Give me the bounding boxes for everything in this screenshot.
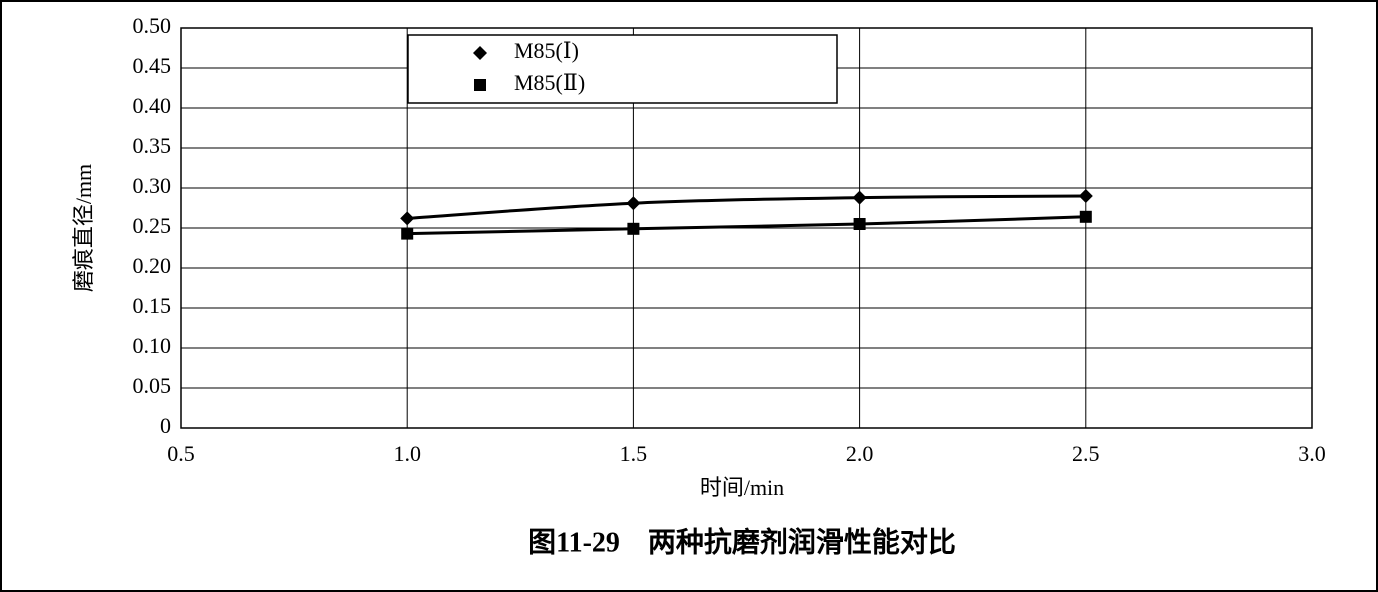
y-tick-label: 0.40 (133, 93, 172, 118)
legend-marker (474, 79, 486, 91)
x-tick-label: 3.0 (1298, 441, 1326, 466)
y-tick-label: 0.35 (133, 133, 172, 158)
y-tick-label: 0.25 (133, 213, 172, 238)
y-tick-label: 0.30 (133, 173, 172, 198)
y-tick-label: 0.15 (133, 293, 172, 318)
data-point (627, 222, 640, 235)
data-point (400, 211, 415, 226)
x-axis-label: 时间/min (700, 475, 784, 500)
legend-box (407, 34, 838, 104)
y-axis-label: 磨痕直径/mm (71, 164, 96, 292)
series-line (407, 215, 1086, 236)
legend-label: M85(Ⅰ) (514, 38, 579, 63)
x-tick-label: 2.0 (846, 441, 874, 466)
x-tick-label: 0.5 (167, 441, 195, 466)
y-tick-label: 0.10 (133, 333, 172, 358)
y-tick-label: 0 (160, 413, 171, 438)
legend-label: M85(Ⅱ) (514, 70, 585, 95)
data-point (853, 218, 866, 230)
series-line (407, 194, 1086, 220)
data-point (401, 227, 414, 240)
data-point (626, 196, 641, 211)
x-tick-label: 2.5 (1072, 441, 1100, 466)
x-tick-label: 1.0 (393, 441, 421, 466)
data-point (1079, 210, 1092, 223)
data-point (852, 190, 867, 205)
y-tick-label: 0.50 (133, 13, 172, 38)
legend-marker (473, 46, 487, 60)
y-tick-label: 0.05 (133, 373, 172, 398)
data-point (1078, 189, 1093, 203)
x-tick-label: 1.5 (620, 441, 648, 466)
chart-title: 图11-29 两种抗磨剂润滑性能对比 (528, 525, 956, 558)
y-tick-label: 0.20 (133, 253, 172, 278)
y-tick-label: 0.45 (133, 53, 172, 78)
